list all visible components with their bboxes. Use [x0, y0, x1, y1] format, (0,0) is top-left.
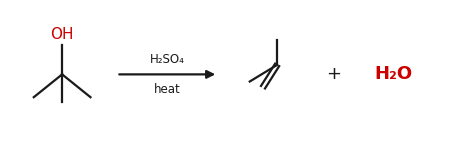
Text: +: +: [327, 65, 341, 83]
Text: OH: OH: [50, 27, 74, 42]
Text: heat: heat: [154, 83, 181, 96]
Text: H₂O: H₂O: [374, 65, 412, 83]
Text: H₂SO₄: H₂SO₄: [150, 53, 185, 66]
